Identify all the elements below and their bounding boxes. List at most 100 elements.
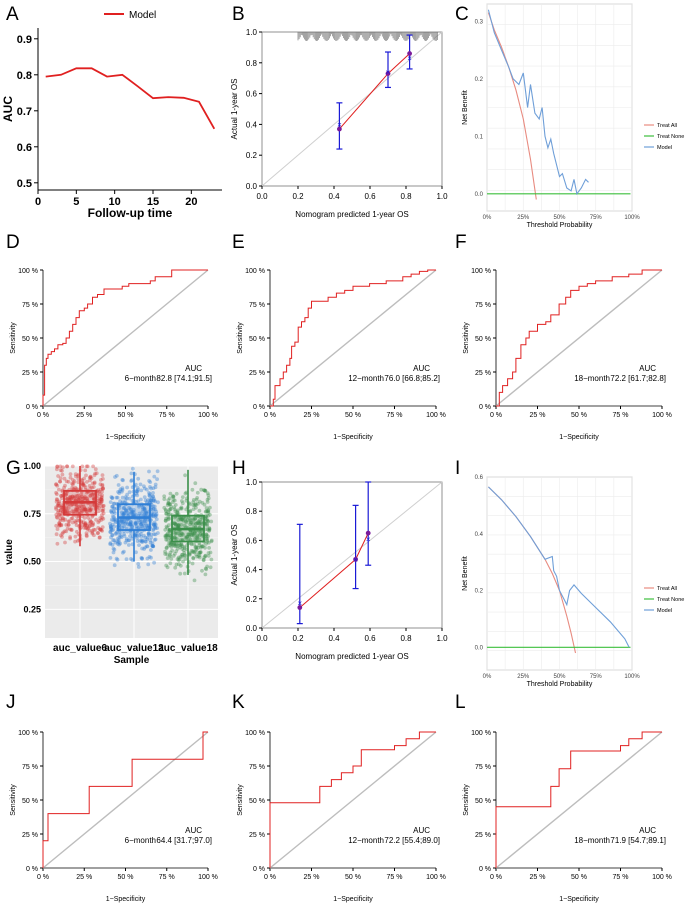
jitter-point [145, 535, 150, 540]
jitter-point [130, 513, 135, 517]
jitter-point [140, 546, 145, 551]
jitter-point [192, 503, 197, 508]
jitter-point [80, 478, 85, 483]
jitter-point [165, 534, 169, 539]
jitter-point [163, 527, 168, 532]
auc-timepoint-label: 6−month [125, 374, 156, 383]
jitter-point [149, 486, 153, 491]
jitter-point [100, 487, 105, 491]
jitter-point [168, 554, 172, 558]
jitter-point [153, 526, 158, 531]
jitter-point [175, 557, 180, 561]
jitter-point [178, 516, 183, 521]
jitter-point [139, 532, 143, 536]
y-tick-label: 0.6 [475, 475, 484, 481]
legend-label: Treat All [657, 586, 677, 592]
jitter-point [58, 508, 63, 513]
jitter-point [198, 521, 202, 526]
jitter-point [196, 519, 201, 524]
jitter-point [182, 551, 187, 555]
x-tick-label: 0% [483, 215, 492, 221]
jitter-point [75, 497, 80, 501]
jitter-point [81, 481, 86, 486]
jitter-point [206, 508, 211, 512]
y-axis-label: Sensitivity [10, 784, 17, 816]
jitter-point [82, 505, 86, 509]
jitter-point [204, 514, 209, 518]
jitter-point [121, 478, 125, 483]
jitter-point [180, 499, 184, 503]
jitter-point [204, 506, 209, 510]
calibration-point [385, 71, 391, 76]
jitter-point [177, 562, 181, 567]
jitter-point [54, 515, 59, 519]
jitter-point [61, 518, 66, 523]
jitter-point [115, 495, 120, 500]
y-tick-label: 50 % [475, 798, 491, 805]
y-tick-label: 0.6 [246, 90, 258, 99]
jitter-point [149, 532, 154, 537]
jitter-point [92, 481, 97, 486]
jitter-point [99, 500, 104, 504]
jitter-point [118, 519, 122, 523]
series-line-treat-all [487, 12, 537, 200]
jitter-point [152, 522, 157, 526]
jitter-point [114, 473, 119, 478]
y-tick-label: 0 % [26, 404, 38, 411]
jitter-point [190, 561, 195, 566]
jitter-point [188, 522, 193, 527]
jitter-point [174, 544, 179, 548]
y-axis-label: Actual 1-year OS [230, 525, 239, 586]
jitter-point [109, 509, 114, 514]
jitter-point [87, 521, 92, 525]
jitter-point [172, 543, 176, 548]
jitter-point [122, 532, 126, 536]
jitter-point [151, 544, 156, 549]
legend-label: Treat All [657, 123, 677, 129]
jitter-point [120, 495, 125, 500]
jitter-point [108, 541, 113, 545]
jitter-point [133, 520, 138, 525]
y-tick-label: 75 % [249, 764, 265, 771]
jitter-point [123, 521, 128, 526]
jitter-point [80, 482, 85, 487]
jitter-point [154, 512, 159, 516]
x-tick-label: 0.0 [256, 634, 268, 643]
jitter-point [123, 498, 128, 503]
jitter-point [95, 531, 100, 536]
jitter-point [120, 500, 125, 505]
jitter-point [74, 474, 78, 479]
jitter-point [134, 532, 139, 537]
jitter-point [94, 517, 98, 522]
y-tick-label: 0.5 [17, 178, 32, 190]
y-axis-label: AUC [1, 96, 15, 122]
jitter-point [136, 499, 141, 504]
jitter-point [197, 521, 202, 526]
jitter-point [129, 531, 133, 535]
jitter-point [146, 532, 151, 536]
jitter-point [109, 535, 113, 540]
jitter-point [67, 495, 72, 500]
roc-curve [269, 731, 436, 868]
jitter-point [171, 554, 176, 558]
jitter-point [54, 482, 58, 487]
jitter-point [174, 537, 179, 541]
jitter-point [117, 491, 122, 495]
jitter-point [146, 562, 151, 567]
jitter-point [193, 516, 198, 521]
jitter-point [172, 521, 177, 525]
x-axis-label: 1−Specificity [333, 896, 373, 903]
jitter-point [118, 530, 123, 535]
jitter-point [209, 519, 214, 524]
jitter-point [124, 557, 129, 561]
jitter-point [153, 537, 158, 542]
jitter-point [168, 553, 172, 557]
jitter-point [80, 509, 85, 514]
y-tick-label: 100 % [471, 730, 491, 737]
jitter-point [90, 530, 95, 535]
x-tick-label: 15 [147, 196, 159, 208]
jitter-point [168, 561, 173, 566]
jitter-point [88, 508, 93, 513]
jitter-point [193, 549, 198, 554]
jitter-point [168, 527, 172, 532]
